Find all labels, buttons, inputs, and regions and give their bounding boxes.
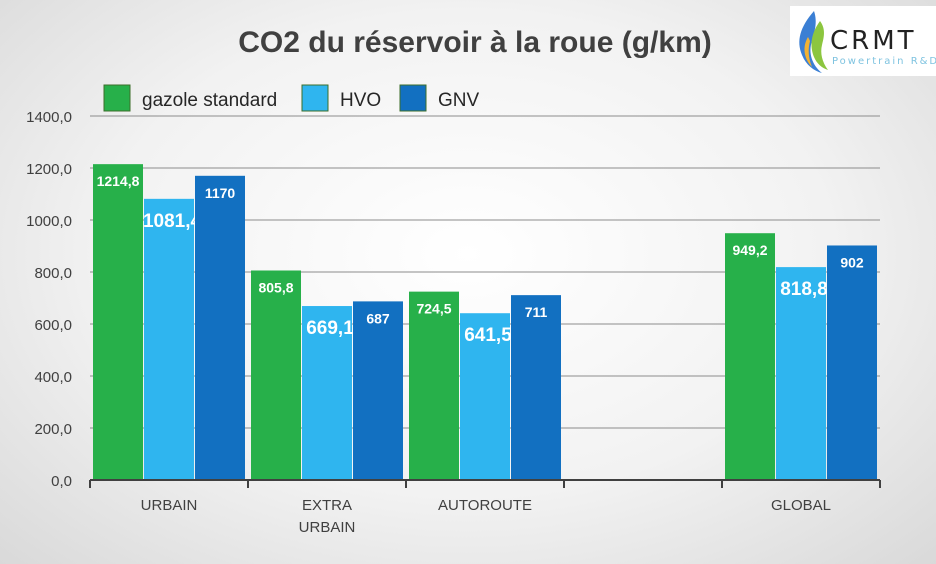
y-tick-label: 0,0 [51, 473, 72, 490]
bar [725, 233, 775, 480]
bar [93, 164, 143, 481]
logo-name: CRMT [830, 26, 917, 56]
x-category-label: AUTOROUTE [438, 497, 532, 514]
x-category-label: URBAIN [299, 519, 356, 536]
legend-label: HVO [340, 90, 381, 111]
y-tick-label: 200,0 [34, 421, 72, 438]
data-label: 724,5 [416, 301, 451, 317]
bar [302, 306, 352, 480]
legend-swatch [301, 84, 329, 112]
chart-title: CO2 du réservoir à la roue (g/km) [238, 26, 711, 59]
bar [195, 175, 245, 481]
bar [353, 301, 403, 480]
logo-tagline: Powertrain R&D [832, 56, 936, 67]
legend-label: gazole standard [142, 90, 277, 111]
data-label: 818,8 [780, 279, 828, 300]
crmt-logo: CRMT Powertrain R&D [790, 6, 936, 76]
bar [144, 198, 194, 480]
data-label: 641,5 [464, 325, 512, 346]
legend: gazole standard HVO GNV [103, 84, 480, 112]
y-tick-label: 1400,0 [26, 109, 72, 126]
bar [460, 313, 510, 480]
data-label: 805,8 [258, 279, 293, 295]
data-label: 902 [840, 254, 864, 270]
y-tick-label: 400,0 [34, 369, 72, 386]
y-axis: 0,0 200,0 400,0 600,0 800,0 1000,0 1200,0 1400,… [26, 109, 72, 490]
data-label: 669,1 [306, 318, 354, 339]
x-category-label: GLOBAL [771, 497, 831, 514]
legend-label: GNV [438, 90, 480, 111]
bar [776, 267, 826, 480]
x-category-label: URBAIN [141, 497, 198, 514]
data-label: 1170 [205, 185, 236, 201]
legend-swatch [103, 84, 131, 112]
y-tick-label: 1200,0 [26, 161, 72, 178]
data-label: 949,2 [732, 242, 767, 258]
data-label: 711 [525, 304, 548, 320]
bar [511, 295, 561, 480]
bar [827, 245, 877, 480]
bar [409, 291, 459, 480]
y-tick-label: 1000,0 [26, 213, 72, 230]
data-label: 1081,4 [143, 211, 202, 232]
y-tick-label: 800,0 [34, 265, 72, 282]
x-axis: URBAIN EXTRA URBAIN AUTOROUTE GLOBAL [89, 479, 881, 536]
x-category-label: EXTRA [302, 497, 352, 514]
y-tick-label: 600,0 [34, 317, 72, 334]
bar [251, 270, 301, 480]
flame-icon [799, 11, 828, 73]
data-label: 687 [366, 310, 390, 326]
legend-swatch [399, 84, 427, 112]
bars: 1214,8 805,8 724,5 949,2 1081,4 669,1 641,5 818… [93, 164, 877, 481]
data-label: 1214,8 [97, 173, 140, 189]
